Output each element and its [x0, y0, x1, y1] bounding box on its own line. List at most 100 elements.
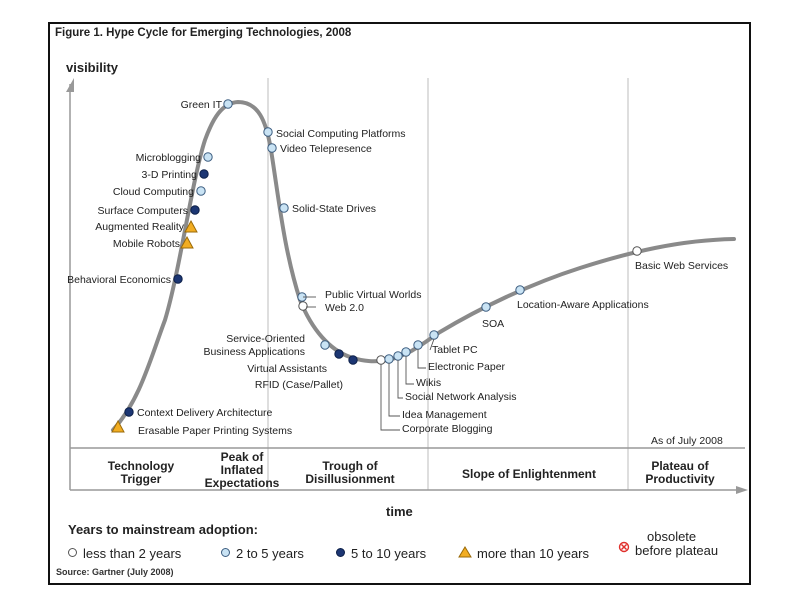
red-x-circle-icon [618, 541, 630, 556]
label-solid-state-drives: Solid-State Drives [292, 203, 376, 215]
orange-triangle-icon [458, 546, 472, 561]
point-basic-web-services [632, 246, 642, 256]
point-surface-computers [190, 205, 200, 215]
label-video-telepresence: Video Telepresence [280, 143, 372, 155]
point-virtual-assistants [334, 349, 344, 359]
legend-label-line2: before plateau [635, 543, 719, 558]
point-solid-state-drives [279, 203, 289, 213]
technology-points [111, 99, 642, 433]
legend-label: less than 2 years [83, 546, 182, 561]
point-soa [481, 302, 491, 312]
phase-label-line: Trough of [322, 459, 378, 473]
label-corporate-blogging: Corporate Blogging [402, 423, 493, 435]
label-public-virtual-worlds: Public Virtual Worlds [325, 289, 421, 301]
point-social-computing-platforms [263, 127, 273, 137]
phase-label-line: Slope of Enlightenment [462, 467, 596, 481]
point-wikis [401, 347, 411, 357]
legend-label: more than 10 years [477, 546, 590, 561]
phase-label-line: Disillusionment [305, 472, 394, 486]
leader-line [397, 360, 403, 399]
legend-item-obsolete: obsolete before plateau [618, 530, 718, 558]
point-corporate-blogging [376, 355, 386, 365]
leader-line [417, 349, 426, 369]
legend-item-gt10: more than 10 years [458, 546, 589, 561]
leader-line [380, 364, 400, 431]
legend-label: 5 to 10 years [351, 546, 427, 561]
legend-item-5to10: 5 to 10 years [335, 546, 426, 561]
legend-label-line1: obsolete [647, 529, 697, 544]
label-mobile-robots: Mobile Robots [113, 238, 180, 250]
dark-blue-circle-icon [335, 546, 346, 561]
phase-label-line: Peak of [221, 450, 265, 464]
phase-label-line: Technology [108, 459, 175, 473]
legend-title: Years to mainstream adoption: [68, 522, 258, 537]
label-3-d-printing: 3-D Printing [142, 169, 198, 181]
point-web-2-0 [298, 301, 308, 311]
label-social-computing-platforms: Social Computing Platforms [276, 128, 406, 140]
legend-label: obsolete before plateau [635, 530, 718, 558]
phase-label: Slope of Enlightenment [462, 467, 596, 481]
label-electronic-paper: Electronic Paper [428, 361, 506, 373]
phase-label: Peak of Inflated Expectations [205, 450, 280, 490]
figure-frame [48, 22, 751, 585]
label-wikis: Wikis [416, 377, 441, 389]
y-axis-label: visibility [66, 60, 119, 75]
point-mobile-robots [180, 235, 194, 249]
label-green-it: Green IT [181, 99, 223, 111]
legend-item-lt2: less than 2 years [67, 546, 181, 561]
phase-label-line: Trigger [121, 472, 162, 486]
leader-line [429, 338, 435, 351]
technology-labels: Green IT Social Computing Platforms Video … [67, 99, 728, 437]
point-cloud-computing [196, 186, 206, 196]
point-idea-management [384, 354, 394, 364]
label-soa: SOA [482, 318, 504, 330]
phase-label-line: Plateau of [651, 459, 709, 473]
legend-item-2to5: 2 to 5 years [220, 546, 304, 561]
figure-title: Figure 1. Hype Cycle for Emerging Techno… [55, 27, 352, 39]
label-microblogging: Microblogging [136, 152, 202, 164]
phase-label-line: Inflated [221, 463, 264, 477]
point-location-aware-applications [515, 285, 525, 295]
phase-label-line: Productivity [645, 472, 715, 486]
label-cloud-computing: Cloud Computing [113, 186, 194, 198]
phase-label: Trough of Disillusionment [305, 459, 394, 486]
axes [66, 78, 748, 494]
label-rfid-case-pallet: RFID (Case/Pallet) [255, 379, 343, 391]
label-social-network-analysis: Social Network Analysis [405, 391, 516, 403]
point-electronic-paper [413, 340, 423, 350]
label-surface-computers: Surface Computers [98, 205, 188, 217]
point-3-d-printing [199, 169, 209, 179]
as-of-date: As of July 2008 [651, 435, 723, 447]
label-basic-web-services: Basic Web Services [635, 260, 728, 272]
label-behavioral-economics: Behavioral Economics [67, 274, 171, 286]
phase-label-line: Expectations [205, 476, 280, 490]
point-microblogging [203, 152, 213, 162]
point-tablet-pc [429, 330, 439, 340]
point-erasable-paper-printing-systems [111, 419, 125, 433]
y-axis-arrow-icon [66, 78, 74, 92]
leader-line [388, 363, 400, 417]
white-circle-icon [67, 546, 78, 561]
phase-labels: Technology Trigger Peak of Inflated Expectat… [108, 450, 715, 490]
label-erasable-paper-printing-systems: Erasable Paper Printing Systems [138, 425, 292, 437]
point-rfid-case-pallet [348, 355, 358, 365]
label-location-aware-applications: Location-Aware Applications [517, 299, 649, 311]
point-augmented-reality [184, 219, 198, 233]
point-behavioral-economics [173, 274, 183, 284]
point-service-oriented-business-applications [320, 340, 330, 350]
phase-label: Plateau of Productivity [645, 459, 715, 486]
point-green-it [223, 99, 233, 109]
light-blue-circle-icon [220, 546, 231, 561]
legend: Years to mainstream adoption: less than … [64, 520, 744, 561]
label-service-oriented-business-applications: Service-Oriented Business Applications [203, 333, 305, 358]
point-social-network-analysis [393, 351, 403, 361]
label-virtual-assistants: Virtual Assistants [247, 363, 327, 375]
x-axis-label: time [386, 504, 413, 519]
legend-label: 2 to 5 years [236, 546, 304, 561]
phase-label: Technology Trigger [108, 459, 175, 486]
point-video-telepresence [267, 143, 277, 153]
point-context-delivery-architecture [124, 407, 134, 417]
label-idea-management: Idea Management [402, 409, 487, 421]
source-note: Source: Gartner (July 2008) [56, 567, 174, 577]
